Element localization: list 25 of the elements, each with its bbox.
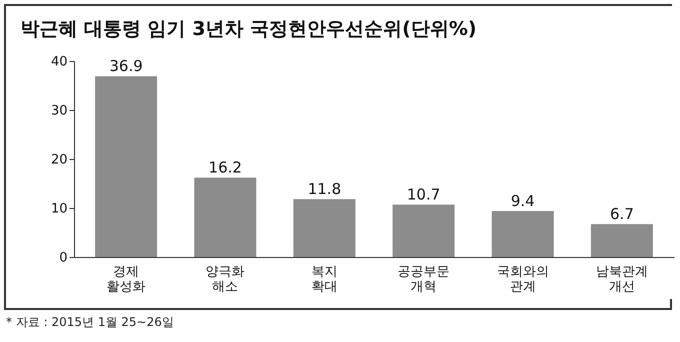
chart-title: 박근혜 대통령 임기 3년차 국정현안우선순위(단위%) [20,18,477,40]
bar [392,204,455,257]
x-tick-label: 복지 확대 [311,264,338,294]
data-label: 9.4 [510,192,535,210]
x-tick-label: 양극화 해소 [206,264,245,294]
bar [194,178,256,257]
data-label: 16.2 [208,158,242,177]
y-tick-label: 30 [50,104,68,118]
y-tick-label: 0 [59,250,68,266]
data-label: 10.7 [406,186,440,204]
x-tick-label: 공공부문 개혁 [398,264,450,294]
data-label: 11.8 [308,180,342,198]
x-tick-label: 남북관계 개선 [596,264,648,294]
y-tick-label: 10 [50,202,68,216]
bar [95,76,158,257]
y-tick-label: 40 [50,54,68,70]
x-tick-label: 경제 활성화 [106,264,146,294]
text: * 자료 : 2015년 1월 25~26일 [6,314,174,331]
data-label: 36.9 [109,57,143,76]
y-tick-label: 20 [50,152,68,168]
x-tick-label: 국회와의 관계 [496,264,549,294]
data-label: 6.7 [610,205,634,224]
bar [492,210,554,257]
bar [293,199,356,257]
bar [590,224,653,257]
